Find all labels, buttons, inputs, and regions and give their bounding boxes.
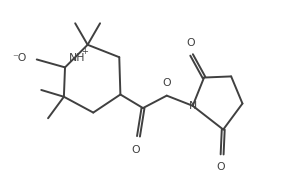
Text: O: O: [132, 145, 140, 155]
Text: ⁻O: ⁻O: [12, 53, 27, 63]
Text: O: O: [217, 162, 225, 172]
Text: N: N: [189, 101, 197, 111]
Text: +: +: [81, 47, 88, 56]
Text: O: O: [186, 38, 195, 48]
Text: NH: NH: [69, 53, 86, 63]
Text: O: O: [163, 78, 172, 88]
